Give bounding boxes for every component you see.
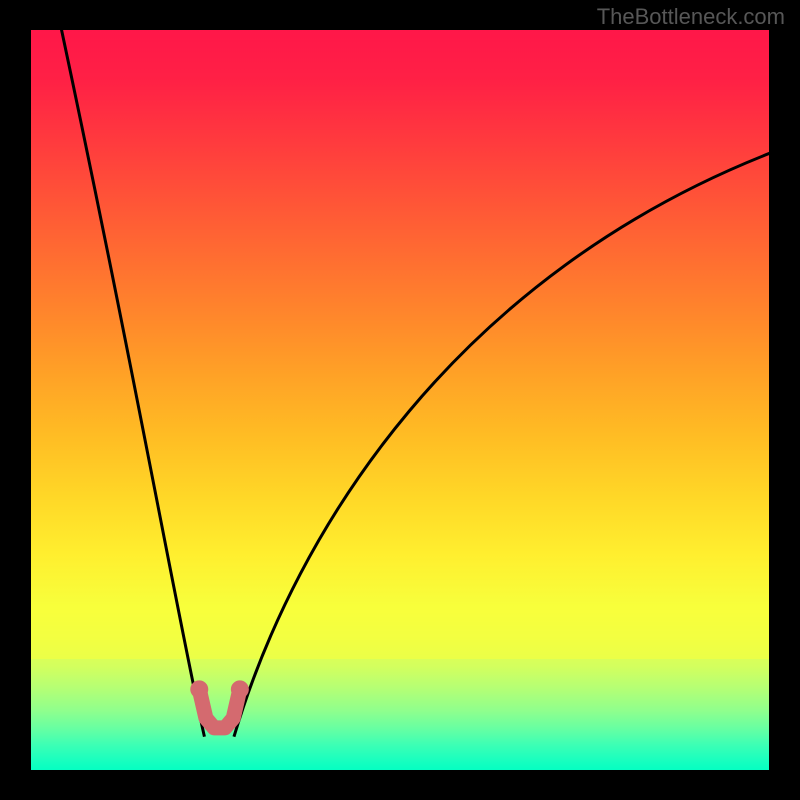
plot-area: [31, 30, 769, 770]
chart-svg: [31, 30, 769, 770]
watermark-text: TheBottleneck.com: [597, 4, 785, 30]
optimal-marker-dot-left: [190, 680, 208, 698]
highlight-band: [31, 604, 769, 660]
optimal-marker-dot-right: [231, 680, 249, 698]
